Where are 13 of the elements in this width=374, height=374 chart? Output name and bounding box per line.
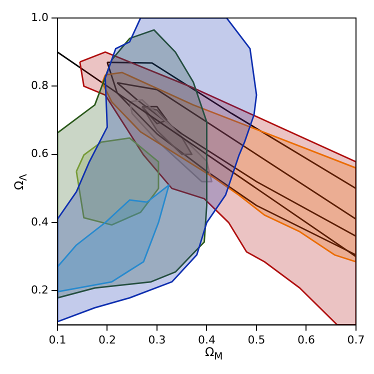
x-tick-label: 0.5 xyxy=(248,333,266,346)
x-axis-title: Ω$_{M}$ xyxy=(205,345,223,362)
y-tick-label: 0.8 xyxy=(30,79,48,92)
y-tick-label: 0.2 xyxy=(30,284,48,297)
y-tick-label: 0.6 xyxy=(30,147,48,160)
x-tick-label: 0.6 xyxy=(298,333,315,346)
x-tick-label: 0.1 xyxy=(48,333,66,346)
x-tick-label: 0.3 xyxy=(148,333,166,346)
x-tick-label: 0.4 xyxy=(198,333,216,346)
y-tick-label: 0.4 xyxy=(30,215,48,228)
x-tick-label: 0.2 xyxy=(98,333,116,346)
x-tick-label: 0.7 xyxy=(347,333,365,346)
y-tick-label: 1.0 xyxy=(30,10,48,24)
